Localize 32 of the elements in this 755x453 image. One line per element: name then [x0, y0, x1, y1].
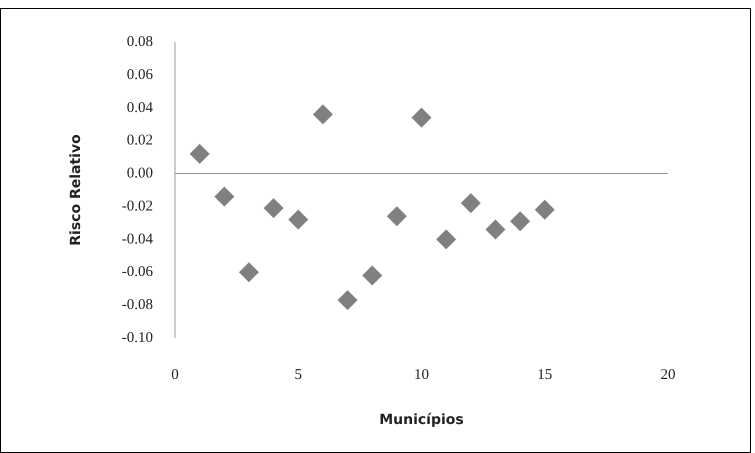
point: [436, 229, 456, 250]
y-tick-label: -0.02: [122, 198, 153, 214]
x-tick-label: 0: [171, 367, 179, 383]
x-tick-label: 5: [294, 367, 302, 383]
y-tick-label: -0.04: [122, 231, 154, 248]
y-tick-label: -0.10: [122, 330, 153, 346]
y-axis-title: Risco Relativo: [68, 134, 84, 246]
y-tick-label: 0.08: [126, 34, 153, 50]
point: [238, 262, 259, 282]
x-axis-title: Municípios: [379, 412, 464, 428]
point: [412, 108, 432, 128]
x-tick-label: 10: [414, 367, 429, 383]
point: [386, 206, 407, 226]
point: [338, 290, 358, 310]
y-tick-label: 0.04: [126, 100, 154, 116]
x-tick-label: 20: [660, 367, 676, 383]
x-tick-label: 15: [537, 367, 552, 383]
y-tick-label: 0.06: [126, 66, 154, 83]
point: [264, 198, 284, 218]
point: [485, 219, 506, 240]
point: [510, 211, 530, 232]
y-tick-label: -0.06: [122, 264, 154, 280]
point: [534, 200, 555, 220]
point: [312, 104, 333, 124]
y-tick-label: -0.08: [122, 297, 153, 314]
y-tick-label: 0.02: [126, 132, 153, 149]
y-tick-label: 0.00: [126, 166, 153, 182]
point: [214, 186, 234, 207]
point: [190, 144, 210, 164]
point: [362, 266, 382, 286]
point: [288, 210, 308, 230]
point: [460, 193, 481, 214]
